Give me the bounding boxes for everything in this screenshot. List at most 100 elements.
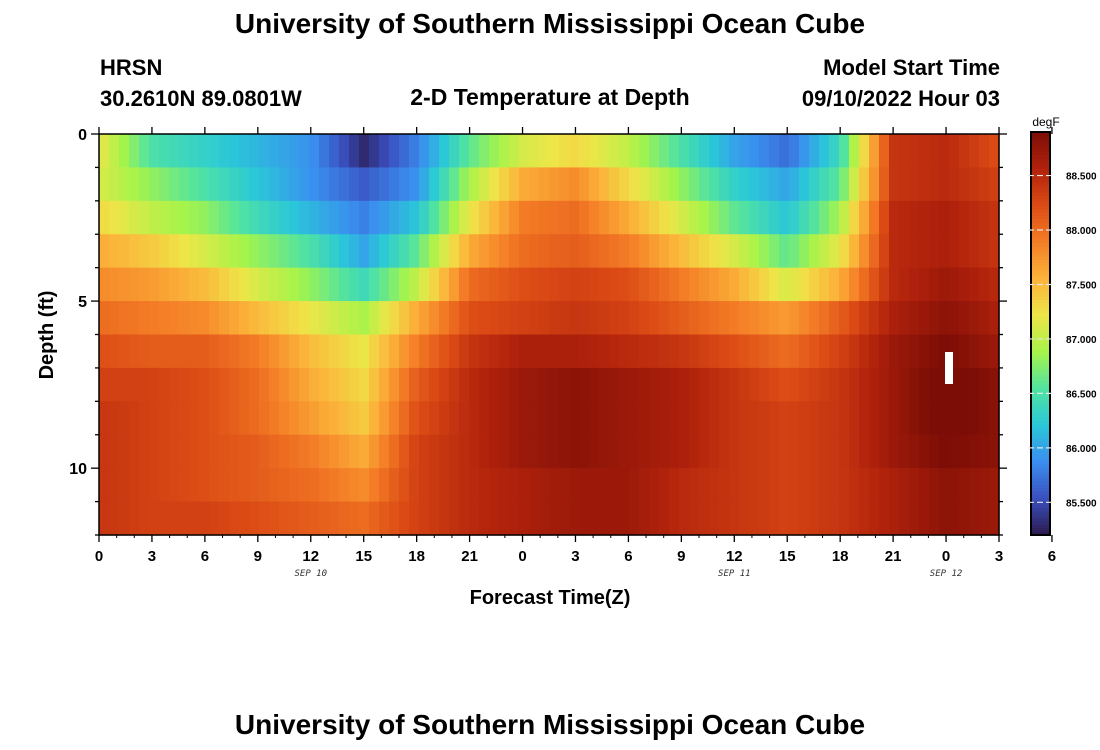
heatmap-cell [669, 501, 680, 536]
colorbar-swatch [1031, 461, 1050, 466]
colorbar-swatch [1031, 249, 1050, 254]
colorbar-swatch [1031, 343, 1050, 348]
colorbar-swatch [1031, 437, 1050, 442]
heatmap-cell [829, 401, 840, 436]
heatmap-cell [649, 234, 660, 269]
heatmap-cell [369, 468, 380, 503]
heatmap-cell [189, 301, 200, 336]
colorbar-swatch [1031, 226, 1050, 230]
heatmap-cell [219, 167, 230, 202]
heatmap-cell [559, 167, 570, 202]
heatmap-cell [469, 234, 480, 269]
heatmap-cell [269, 167, 280, 202]
heatmap-cell [299, 167, 310, 202]
heatmap-cell [459, 501, 470, 536]
heatmap-cell [719, 468, 730, 503]
heatmap-cell [469, 200, 480, 235]
heatmap-cell [149, 167, 160, 202]
heatmap-cell [219, 334, 230, 369]
heatmap-cell [259, 501, 270, 536]
heatmap-cell [349, 501, 360, 536]
heatmap-cell [969, 200, 980, 235]
heatmap-cell [99, 234, 110, 269]
heatmap-cell [119, 134, 130, 169]
heatmap-cell [349, 401, 360, 436]
heatmap-cell [369, 167, 380, 202]
heatmap-cell [419, 501, 430, 536]
heatmap-cell [839, 468, 850, 503]
heatmap-cell [849, 401, 860, 436]
x-tick-label: 18 [408, 548, 425, 565]
heatmap-cell [989, 134, 1000, 169]
heatmap-cell [799, 200, 810, 235]
x-tick-label: 12 [302, 548, 319, 565]
heatmap-cell [619, 434, 630, 469]
heatmap-cell [529, 401, 540, 436]
heatmap-cell [759, 468, 770, 503]
heatmap-cell [689, 167, 700, 202]
heatmap-cell [399, 167, 410, 202]
heatmap-cell [739, 200, 750, 235]
heatmap-cell [749, 334, 760, 369]
heatmap-cell [339, 134, 350, 169]
heatmap-cell [809, 501, 820, 536]
heatmap-cell [819, 367, 830, 402]
heatmap-cell [459, 134, 470, 169]
heatmap-cell [109, 434, 120, 469]
heatmap-cell [409, 167, 420, 202]
heatmap-cell [179, 167, 190, 202]
heatmap-cell [749, 134, 760, 169]
heatmap-cell [489, 367, 500, 402]
heatmap-cell [169, 401, 180, 436]
heatmap-cell [779, 267, 790, 302]
colorbar-swatch [1031, 487, 1050, 492]
heatmap-cell [699, 334, 710, 369]
heatmap-cell [499, 301, 510, 336]
heatmap-cell [989, 367, 1000, 402]
heatmap-cell [329, 434, 340, 469]
heatmap-cell [869, 434, 880, 469]
heatmap-cell [389, 234, 400, 269]
heatmap-cell [109, 501, 120, 536]
heatmap-cell [499, 468, 510, 503]
heatmap-cell [359, 468, 370, 503]
heatmap-cell [629, 334, 640, 369]
heatmap-cell [639, 167, 650, 202]
heatmap-cell [499, 234, 510, 269]
heatmap-cell [379, 234, 390, 269]
heatmap-cell [689, 401, 700, 436]
heatmap-cell [819, 434, 830, 469]
colorbar-swatch [1031, 531, 1050, 536]
heatmap-cell [679, 167, 690, 202]
heatmap-cell [309, 267, 320, 302]
colorbar-swatch [1031, 501, 1050, 506]
colorbar-swatch [1031, 410, 1050, 415]
heatmap-cell [879, 234, 890, 269]
heatmap-cell [219, 234, 230, 269]
heatmap-cell [169, 434, 180, 469]
heatmap-cell [149, 468, 160, 503]
heatmap-cell [199, 234, 210, 269]
heatmap-cell [149, 334, 160, 369]
heatmap-cell [209, 468, 220, 503]
heatmap-cell [449, 501, 460, 536]
heatmap-cell [629, 367, 640, 402]
heatmap-cell [859, 267, 870, 302]
heatmap-cell [179, 401, 190, 436]
heatmap-cell [649, 334, 660, 369]
heatmap-cell [149, 301, 160, 336]
colorbar-swatch [1031, 158, 1050, 163]
heatmap-cell [299, 301, 310, 336]
heatmap-cell [619, 167, 630, 202]
heatmap-cell [519, 401, 530, 436]
heatmap-cell [809, 401, 820, 436]
heatmap-cell [529, 434, 540, 469]
heatmap-cell [539, 468, 550, 503]
heatmap-cell [679, 367, 690, 402]
heatmap-cell [729, 468, 740, 503]
heatmap-cell [149, 501, 160, 536]
x-tick-label: 3 [148, 548, 156, 565]
heatmap-cell [659, 334, 670, 369]
heatmap-cell [619, 200, 630, 235]
heatmap-cell [389, 434, 400, 469]
